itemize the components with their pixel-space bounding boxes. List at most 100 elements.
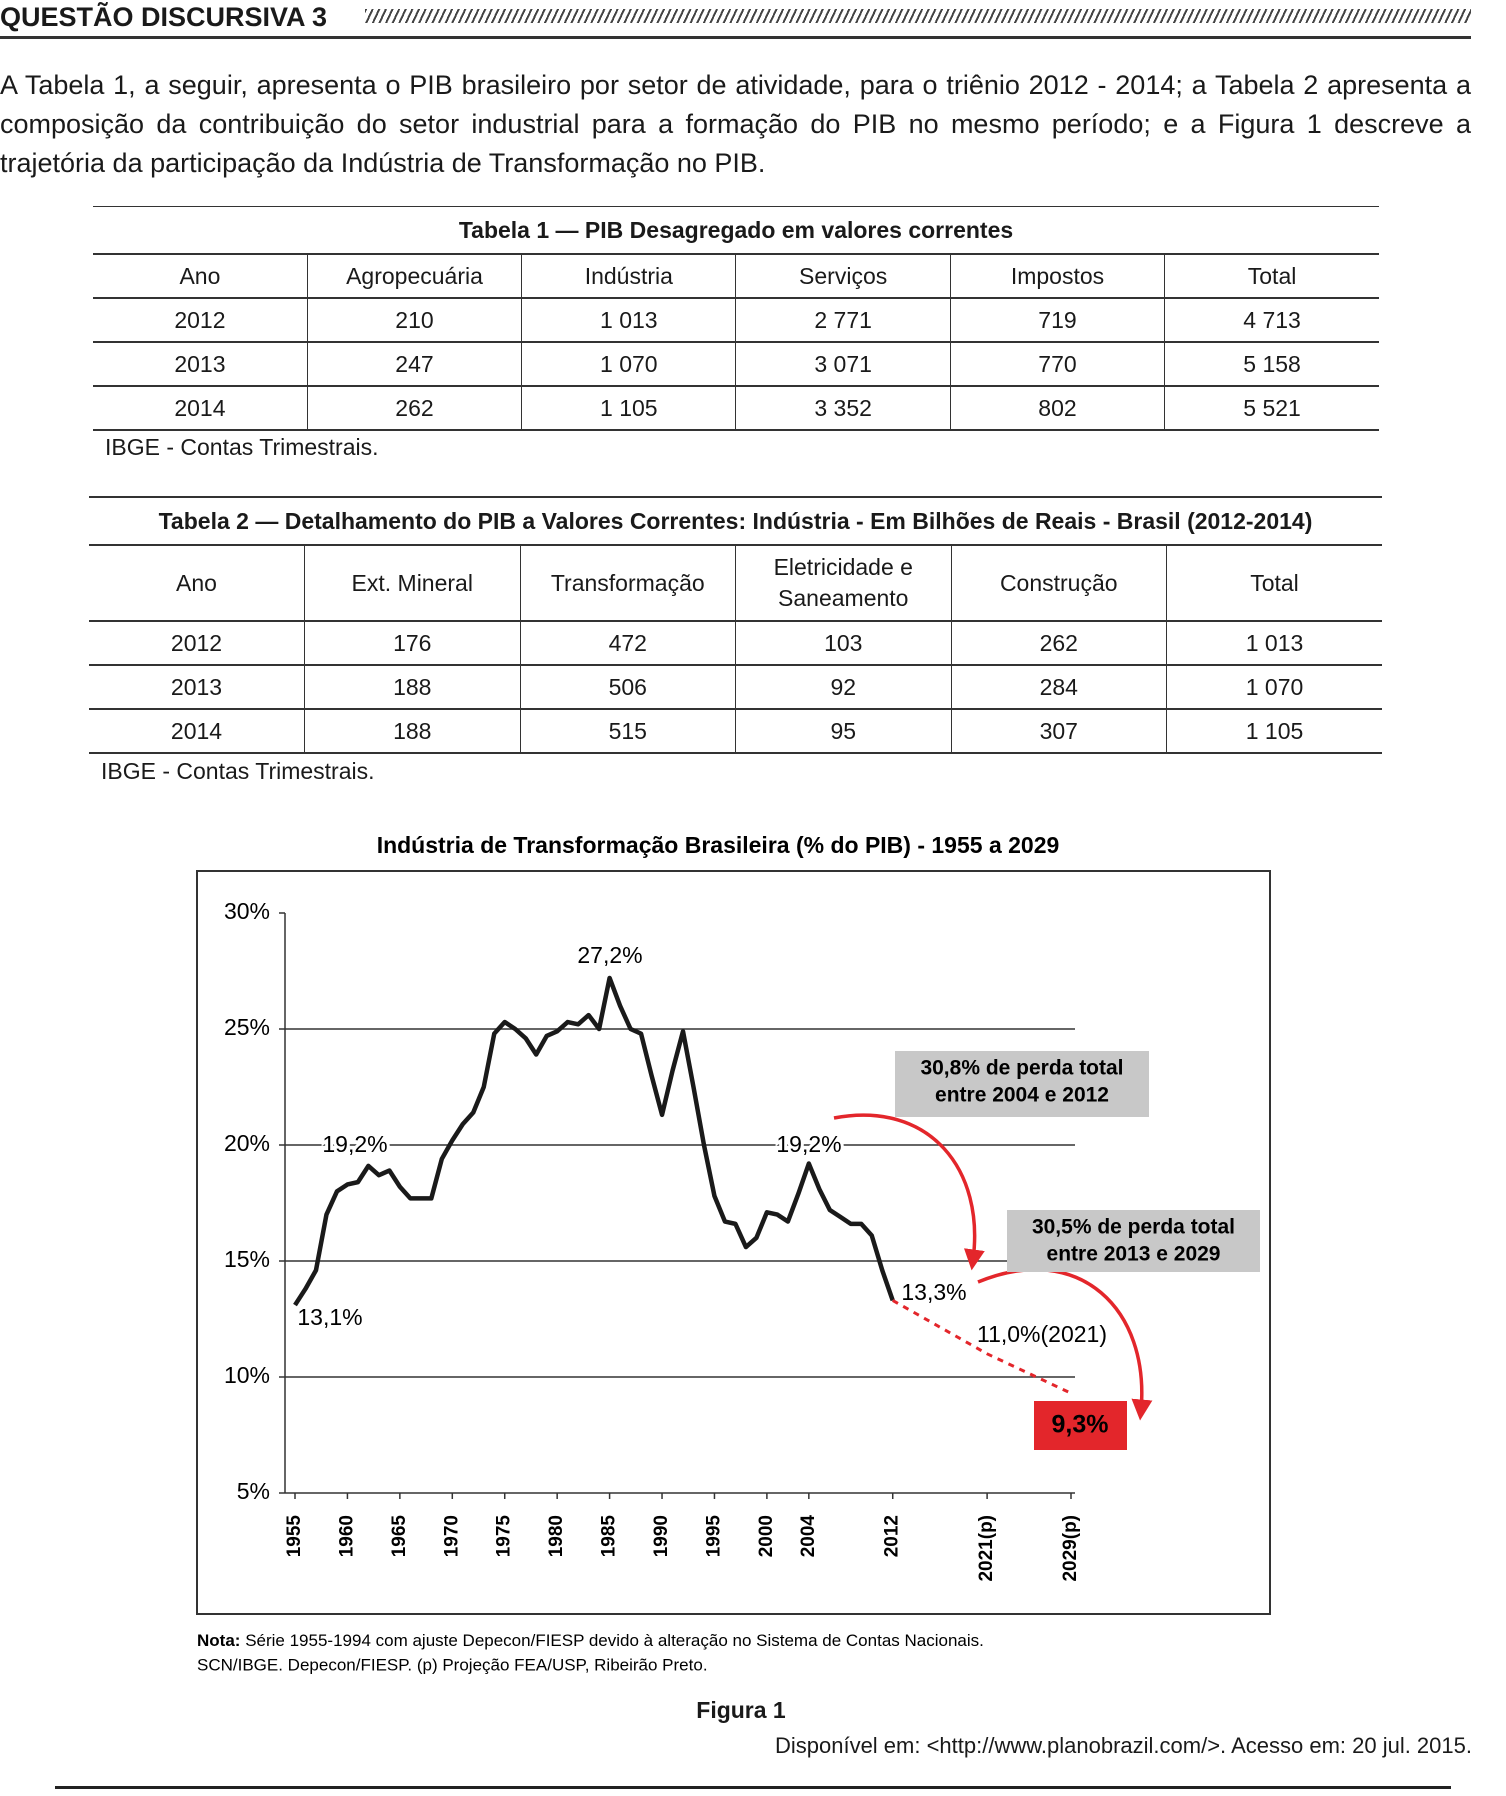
annotation: 19,2%	[776, 1131, 841, 1157]
column-header: Serviços	[735, 254, 951, 299]
y-tick-label: 25%	[224, 1014, 270, 1040]
table-cell: 188	[304, 665, 520, 710]
table-cell: 95	[735, 709, 951, 754]
table-row: 2014 262 1 105 3 352 802 5 521	[93, 386, 1379, 431]
table-cell: 3 352	[735, 386, 951, 431]
column-header: Agropecuária	[306, 254, 522, 299]
x-tick-label: 2021(p)	[976, 1515, 997, 1582]
x-tick-label: 1985	[599, 1515, 620, 1558]
annotation-box	[1007, 1210, 1260, 1272]
table-cell: 802	[949, 386, 1165, 431]
annotation-box-text: 30,5% de perda total	[1032, 1216, 1235, 1239]
table-source: IBGE - Contas Trimestrais.	[101, 758, 375, 784]
annotation: 27,2%	[577, 942, 642, 968]
annotation: 13,3%	[901, 1279, 966, 1305]
x-tick-label: 1955	[284, 1515, 305, 1558]
x-tick-label: 1975	[494, 1515, 515, 1558]
x-tick-label: 1995	[703, 1515, 724, 1558]
table-cell: 5 158	[1164, 342, 1379, 387]
x-tick-label: 2004	[798, 1515, 819, 1558]
data-line	[891, 1299, 1072, 1395]
table-cell: 284	[950, 665, 1167, 710]
table-title-row: Tabela 1 — PIB Desagregado em valores co…	[93, 206, 1379, 255]
table-cell: 247	[306, 342, 522, 387]
column-header: Total	[1164, 254, 1379, 299]
annotation: 11,0%(2021)	[977, 1321, 1107, 1347]
chart-frame	[196, 870, 1271, 1615]
note-text: Série 1955-1994 com ajuste Depecon/FIESP…	[245, 1631, 984, 1650]
table-cell: 515	[519, 709, 736, 754]
table-row: 2013 247 1 070 3 071 770 5 158	[93, 342, 1379, 387]
x-tick-label: 2029(p)	[1060, 1515, 1081, 1582]
table-cell: 770	[949, 342, 1165, 387]
table-cell: 719	[949, 298, 1165, 343]
table-cell: 307	[950, 709, 1167, 754]
table-cell: 2013	[89, 665, 305, 710]
note: SCN/IBGE. Depecon/FIESP. (p) Projeção FE…	[197, 1655, 708, 1674]
table-cell: 1 070	[1166, 665, 1382, 710]
header: QUESTÃO DISCURSIVA 3	[0, 0, 1471, 39]
table-title: Tabela 2 — Detalhamento do PIB a Valores…	[89, 497, 1382, 546]
data-line	[293, 975, 895, 1307]
column-header: Indústria	[521, 254, 736, 299]
column-header: Total	[1166, 545, 1382, 622]
y-tick-label: 15%	[224, 1246, 270, 1272]
column-header: Ano	[93, 254, 308, 299]
table-cell: 1 105	[1166, 709, 1382, 754]
table-cell: 472	[519, 621, 736, 666]
column-header: Transformação	[519, 545, 736, 622]
table-row: 2013 188 506 92 284 1 070	[89, 665, 1382, 710]
annotation: 19,2%	[322, 1131, 387, 1157]
figure-caption: Figura 1	[696, 1697, 786, 1723]
table-cell: 506	[519, 665, 736, 710]
table-cell: 2 771	[735, 298, 951, 343]
header-hatch	[365, 9, 1471, 23]
x-tick-label: 1990	[651, 1515, 672, 1557]
table-cell: 1 070	[521, 342, 736, 387]
annotation-box-text: entre 2004 e 2012	[935, 1084, 1109, 1107]
table-cell: 4 713	[1164, 298, 1379, 343]
x-tick-label: 2012	[882, 1515, 903, 1557]
note: Nota: Série 1955-1994 com ajuste Depecon…	[197, 1631, 984, 1650]
table-row: 2014 188 515 95 307 1 105	[89, 709, 1382, 754]
table-header-row: Ano Agropecuária Indústria Serviços Impostos…	[93, 254, 1379, 299]
table-cell: 1 013	[1166, 621, 1382, 666]
bottom-rule	[55, 1786, 1451, 1789]
annotation-box-text: entre 2013 e 2029	[1047, 1243, 1221, 1266]
highlight-box	[1034, 1401, 1127, 1450]
table-cell: 2013	[93, 342, 308, 387]
header-title: QUESTÃO DISCURSIVA 3	[0, 2, 328, 32]
table-header-row: Ano Ext. Mineral Transformação Eletricidade…	[89, 545, 1382, 622]
x-tick-label: 1965	[389, 1515, 410, 1558]
annotation-box	[895, 1051, 1149, 1117]
table-cell: 188	[304, 709, 520, 754]
annotation: 9,3%	[1052, 1411, 1109, 1439]
table-source: IBGE - Contas Trimestrais.	[105, 434, 379, 460]
table-cell: 210	[306, 298, 522, 343]
chart: Indústria de Transformação Brasileira (%…	[196, 832, 1271, 1674]
table-cell: 2014	[93, 386, 308, 431]
table-title: Tabela 1 — PIB Desagregado em valores co…	[93, 206, 1379, 255]
table-cell: 2012	[89, 621, 305, 666]
y-tick-label: 30%	[224, 898, 270, 924]
x-tick-label: 2000	[756, 1515, 777, 1557]
annotation-box-text: 30,8% de perda total	[920, 1057, 1123, 1080]
column-header: Construção	[950, 545, 1167, 622]
table-cell: 1 105	[521, 386, 736, 431]
column-header: Eletricidade e Saneamento	[735, 545, 951, 622]
table-row: 2012 210 1 013 2 771 719 4 713	[93, 298, 1379, 343]
table-1: Tabela 1 — PIB Desagregado em valores co…	[93, 206, 1379, 431]
table-cell: 103	[735, 621, 951, 666]
table-title-row: Tabela 2 — Detalhamento do PIB a Valores…	[89, 497, 1382, 546]
column-header: Ext. Mineral	[304, 545, 520, 622]
chart-title: Indústria de Transformação Brasileira (%…	[377, 832, 1060, 858]
column-header: Ano	[89, 545, 305, 622]
arrow	[833, 1113, 985, 1271]
table-row: 2012 176 472 103 262 1 013	[89, 621, 1382, 666]
intro-text: A Tabela 1, a seguir, apresenta o PIB br…	[0, 70, 1471, 178]
figure-source: Disponível em: <http://www.planobrazil.c…	[774, 1733, 1472, 1758]
table-cell: 176	[304, 621, 520, 666]
table-cell: 2014	[89, 709, 305, 754]
